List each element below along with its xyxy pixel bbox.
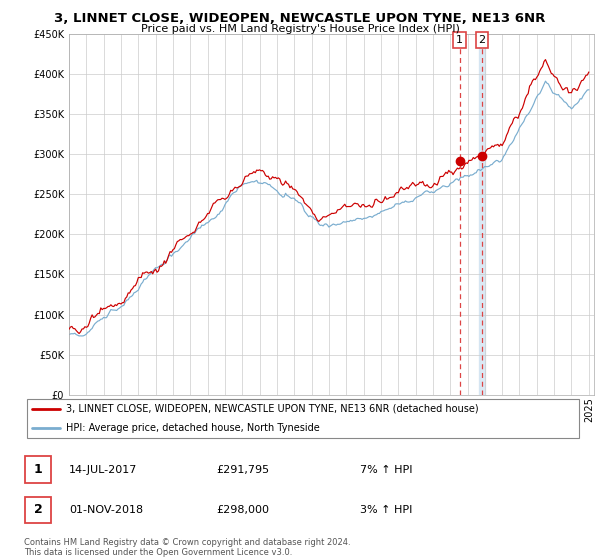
Text: 14-JUL-2017: 14-JUL-2017 <box>69 465 137 475</box>
Text: 3% ↑ HPI: 3% ↑ HPI <box>360 505 412 515</box>
FancyBboxPatch shape <box>27 399 579 438</box>
Text: £291,795: £291,795 <box>216 465 269 475</box>
Text: HPI: Average price, detached house, North Tyneside: HPI: Average price, detached house, Nort… <box>66 423 320 433</box>
Text: 2: 2 <box>479 35 485 45</box>
Text: 01-NOV-2018: 01-NOV-2018 <box>69 505 143 515</box>
FancyBboxPatch shape <box>25 497 52 523</box>
Text: Contains HM Land Registry data © Crown copyright and database right 2024.
This d: Contains HM Land Registry data © Crown c… <box>24 538 350 557</box>
Text: 2: 2 <box>34 503 43 516</box>
Text: £298,000: £298,000 <box>216 505 269 515</box>
Text: 1: 1 <box>456 35 463 45</box>
Text: 3, LINNET CLOSE, WIDEOPEN, NEWCASTLE UPON TYNE, NE13 6NR: 3, LINNET CLOSE, WIDEOPEN, NEWCASTLE UPO… <box>55 12 545 25</box>
Text: 3, LINNET CLOSE, WIDEOPEN, NEWCASTLE UPON TYNE, NE13 6NR (detached house): 3, LINNET CLOSE, WIDEOPEN, NEWCASTLE UPO… <box>66 404 478 414</box>
Text: 1: 1 <box>34 463 43 476</box>
Text: Price paid vs. HM Land Registry's House Price Index (HPI): Price paid vs. HM Land Registry's House … <box>140 24 460 34</box>
FancyBboxPatch shape <box>25 456 52 483</box>
Bar <box>479 34 485 395</box>
Text: 7% ↑ HPI: 7% ↑ HPI <box>360 465 413 475</box>
